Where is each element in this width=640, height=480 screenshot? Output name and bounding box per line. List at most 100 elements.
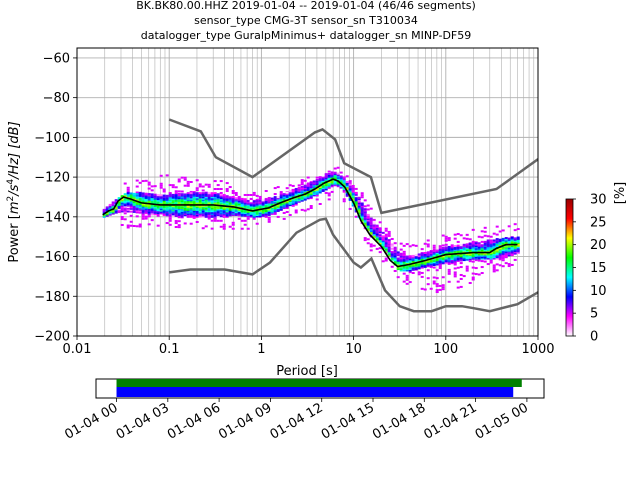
density-cell: [231, 195, 235, 198]
density-cell: [144, 201, 148, 204]
density-cell: [180, 215, 184, 218]
density-cell: [492, 247, 496, 250]
density-cell: [183, 208, 187, 211]
density-cell: [183, 199, 187, 202]
density-cell: [195, 210, 199, 213]
density-cell: [483, 250, 487, 253]
density-cell: [252, 207, 256, 210]
outlier-cell: [453, 261, 457, 264]
density-cell: [327, 184, 331, 187]
density-cell: [123, 205, 127, 208]
density-cell: [495, 256, 499, 259]
density-cell: [315, 183, 319, 186]
outlier-cell: [444, 243, 448, 246]
density-cell: [396, 261, 400, 264]
density-cell: [339, 186, 343, 189]
outlier-cell: [246, 193, 250, 196]
outlier-cell: [171, 184, 175, 187]
outlier-cell: [426, 239, 430, 242]
density-cell: [483, 246, 487, 249]
outlier-cell: [474, 259, 478, 262]
outlier-cell: [216, 184, 220, 187]
outlier-cell: [234, 193, 238, 196]
outlier-cell: [459, 273, 463, 276]
density-cell: [348, 185, 352, 188]
density-cell: [444, 260, 448, 263]
outlier-cell: [411, 271, 415, 274]
outlier-cell: [279, 191, 283, 194]
density-cell: [159, 194, 163, 197]
outlier-cell: [135, 179, 139, 182]
outlier-cell: [264, 190, 268, 193]
density-cell: [243, 203, 247, 206]
density-cell: [213, 215, 217, 218]
density-cell: [432, 262, 436, 265]
density-cell: [153, 207, 157, 210]
density-cell: [180, 193, 184, 196]
outlier-cell: [405, 243, 409, 246]
density-cell: [315, 191, 319, 194]
density-cell: [198, 204, 202, 207]
density-cell: [357, 212, 361, 215]
density-cell: [504, 249, 508, 252]
density-cell: [165, 200, 169, 203]
density-cell: [285, 202, 289, 205]
density-cell: [501, 242, 505, 245]
outlier-cell: [459, 262, 463, 265]
density-cell: [159, 206, 163, 209]
density-cell: [198, 206, 202, 209]
outlier-cell: [483, 260, 487, 263]
density-cell: [453, 247, 457, 250]
density-cell: [384, 250, 388, 253]
density-cell: [516, 237, 520, 240]
density-cell: [150, 198, 154, 201]
density-cell: [357, 205, 361, 208]
timeline-tick-label: 01-04 06: [165, 400, 223, 442]
outlier-cell: [480, 266, 484, 269]
density-cell: [453, 246, 457, 249]
density-cell: [108, 212, 112, 215]
density-cell: [342, 178, 346, 181]
outlier-cell: [177, 180, 181, 183]
density-cell: [273, 200, 277, 203]
density-cell: [318, 180, 322, 183]
density-cell: [405, 255, 409, 258]
density-cell: [414, 258, 418, 261]
density-cell: [465, 257, 469, 260]
density-cell: [300, 198, 304, 201]
outlier-cell: [231, 190, 235, 193]
density-cell: [192, 193, 196, 196]
plot-frame: [76, 47, 539, 337]
density-cell: [186, 194, 190, 197]
density-cell: [366, 220, 370, 223]
density-cell: [213, 200, 217, 203]
density-cell: [213, 197, 217, 200]
density-cell: [210, 193, 214, 196]
density-cell: [504, 241, 508, 244]
density-cell: [327, 172, 331, 175]
density-cell: [216, 193, 220, 196]
timeline-tick-label: 01-05 00: [473, 400, 531, 442]
density-cell: [441, 251, 445, 254]
outlier-cell: [240, 227, 244, 230]
y-tick-label: −140: [34, 210, 70, 225]
density-cell: [177, 198, 181, 201]
density-cell: [123, 201, 127, 204]
density-cell: [498, 254, 502, 257]
density-cell: [327, 174, 331, 177]
density-cell: [162, 205, 166, 208]
density-cell: [231, 198, 235, 201]
timeline-tick-label: 01-04 03: [114, 400, 172, 442]
density-cell: [372, 225, 376, 228]
density-cell: [360, 209, 364, 212]
density-cell: [393, 259, 397, 262]
density-cell: [396, 251, 400, 254]
outlier-cell: [375, 247, 379, 250]
outlier-cell: [420, 271, 424, 274]
density-cell: [171, 209, 175, 212]
density-cell: [204, 206, 208, 209]
outlier-cell: [174, 226, 178, 229]
density-cell: [486, 245, 490, 248]
density-cell: [168, 208, 172, 211]
density-cell: [312, 184, 316, 187]
